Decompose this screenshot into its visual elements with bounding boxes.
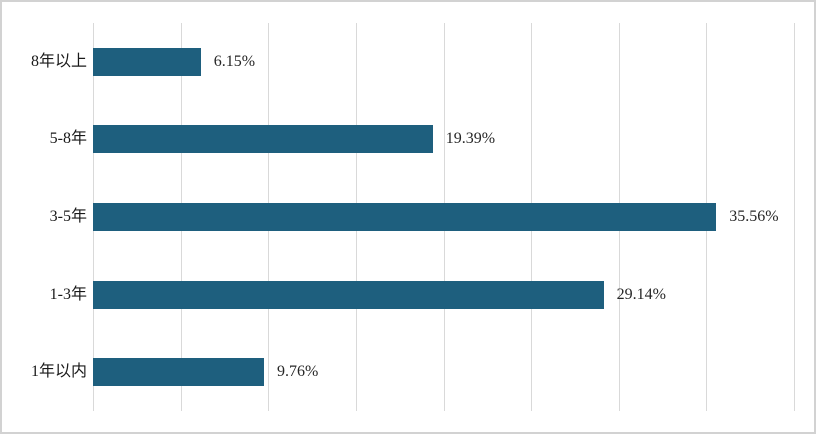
bar	[93, 47, 201, 76]
category-label: 5-8年	[49, 130, 87, 148]
bar	[93, 280, 604, 309]
bar-row: 1-3年 29.14%	[50, 256, 794, 334]
value-label: 29.14%	[616, 285, 666, 303]
bar-row: 8年以上 6.15%	[31, 23, 794, 101]
bar-rows: 8年以上 6.15% 5-8年 19.39% 3-5年 35.56% 1-3年 29.14% 1…	[31, 23, 794, 411]
bar	[93, 125, 433, 154]
category-label: 3-5年	[49, 207, 87, 225]
category-label: 1-3年	[49, 285, 87, 303]
bar	[93, 202, 717, 231]
value-label: 6.15%	[213, 52, 256, 70]
plot-area: 8年以上 6.15% 5-8年 19.39% 3-5年 35.56% 1-3年 29.14% 1…	[31, 23, 795, 411]
value-label: 19.39%	[445, 130, 496, 148]
gridline	[794, 23, 795, 411]
bar-row: 1年以内 9.76%	[31, 333, 794, 411]
bar-row: 3-5年 35.56%	[50, 178, 794, 256]
category-label: 8年以上	[30, 52, 87, 70]
category-label: 1年以内	[30, 363, 87, 381]
value-label: 9.76%	[277, 363, 319, 381]
bar-row: 5-8年 19.39%	[50, 101, 794, 179]
value-label: 35.56%	[729, 207, 779, 225]
bar	[93, 358, 265, 387]
